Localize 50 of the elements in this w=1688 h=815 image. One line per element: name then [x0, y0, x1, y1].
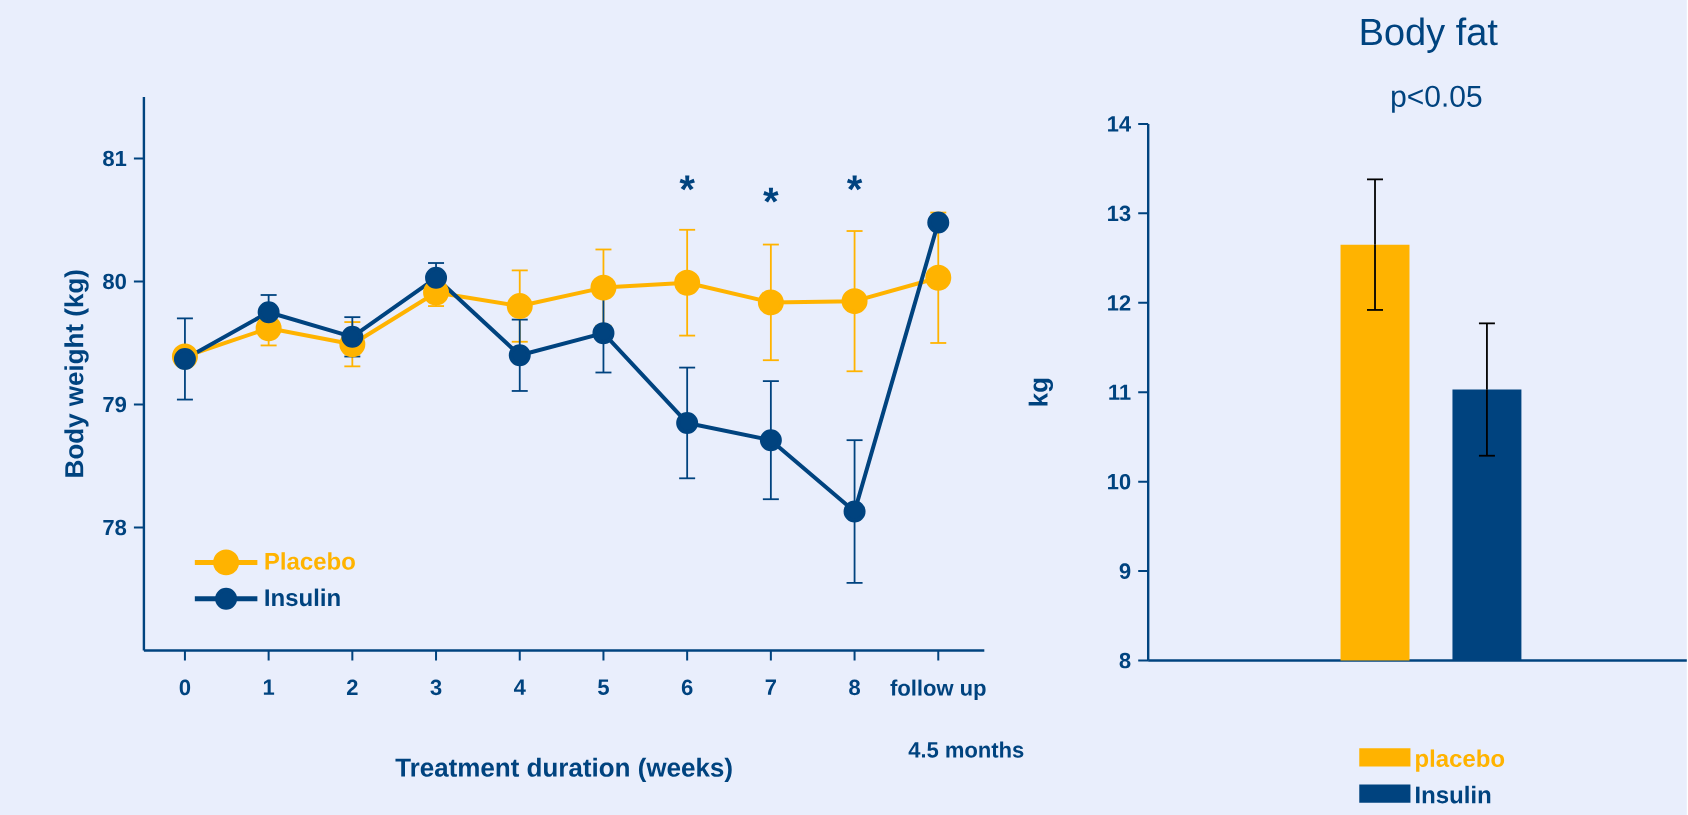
x-tick-label: 0: [179, 679, 191, 695]
text: p<0.05: [1392, 85, 1482, 113]
y-tick-label: 9: [1119, 563, 1131, 579]
point: [674, 269, 701, 296]
point: [506, 292, 533, 319]
y-tick-label: 79: [103, 396, 127, 413]
y-tick-label: 8: [1119, 652, 1131, 669]
y-tick-label: 13: [1108, 205, 1131, 221]
y-tick-label: 12: [1108, 294, 1131, 311]
point: [592, 321, 615, 344]
point: [757, 289, 784, 316]
y-tick-label: 10: [1108, 473, 1131, 490]
annotation: *: [679, 175, 695, 191]
point: [927, 211, 950, 234]
point: [173, 347, 196, 370]
legend-label: Insulin: [265, 588, 340, 606]
y-tick-label: 81: [103, 150, 127, 167]
x-tick-label: 4: [513, 679, 526, 695]
x-tick-label: 1: [263, 679, 275, 695]
point: [341, 325, 364, 348]
x-tick-label: 6: [681, 679, 693, 695]
x-tick-label: follow up: [890, 679, 986, 700]
annotation: *: [763, 187, 779, 203]
x-tick-label: 2: [346, 679, 358, 695]
point: [841, 287, 868, 314]
point: [425, 266, 448, 289]
x-axis-title: Treatment duration (weeks): [395, 757, 732, 782]
point: [590, 274, 617, 301]
x-tick-label: 5: [598, 679, 609, 695]
legend-label: Placebo: [265, 552, 355, 570]
x-tick-label: 3: [430, 679, 442, 695]
legend-label: placebo: [1416, 749, 1505, 772]
point: [508, 344, 531, 367]
point: [925, 264, 952, 291]
y-tick-label: 11: [1109, 384, 1131, 400]
x-tick-label: 8: [849, 679, 860, 695]
annotation: *: [846, 175, 863, 191]
y-axis-title: Body weight (kg): [64, 270, 89, 477]
text: 4.5 months: [908, 741, 1024, 758]
y-tick-label: 78: [103, 519, 127, 536]
y-tick-label: 14: [1108, 116, 1132, 132]
x-tick-label: 7: [765, 679, 776, 695]
point: [759, 428, 782, 451]
legend-label: Insulin: [1416, 785, 1491, 804]
y-axis-title: kg: [1028, 378, 1054, 406]
point: [843, 500, 866, 523]
chart-title: Body fat: [1361, 17, 1498, 53]
y-tick-label: 80: [103, 273, 126, 290]
point: [676, 411, 699, 434]
point: [257, 301, 280, 324]
